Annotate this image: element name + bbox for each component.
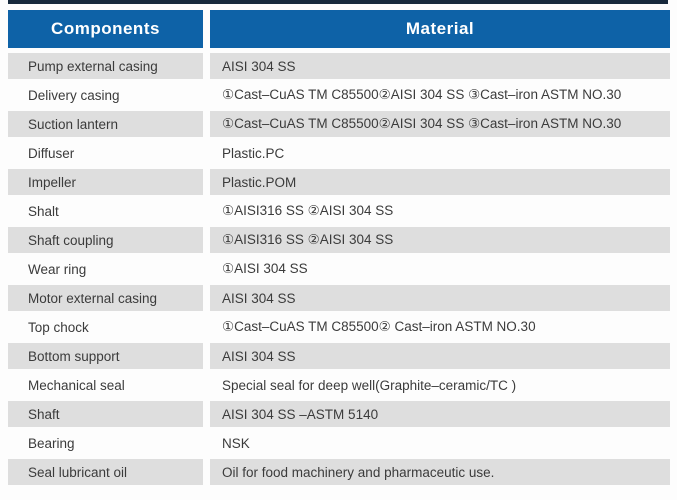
table-row: Pump external casing AISI 304 SS	[8, 53, 670, 79]
table-row: Shaft coupling ①AISI316 SS ②AISI 304 SS	[8, 227, 670, 253]
material-cell: AISI 304 SS	[210, 53, 670, 79]
component-cell: Bottom support	[8, 343, 203, 369]
material-cell: NSK	[210, 430, 670, 456]
table-row: Diffuser Plastic.PC	[8, 140, 670, 166]
material-cell: ①AISI 304 SS	[210, 256, 670, 282]
component-cell: Seal lubricant oil	[8, 459, 203, 485]
table-row: Shalt ①AISI316 SS ②AISI 304 SS	[8, 198, 670, 224]
table-row: Top chock ①Cast–CuAS TM C85500② Cast–iron…	[8, 314, 670, 340]
material-cell: Oil for food machinery and pharmaceutic …	[210, 459, 670, 485]
table-row: Shaft AISI 304 SS –ASTM 5140	[8, 401, 670, 427]
material-cell: ①Cast–CuAS TM C85500② Cast–iron ASTM NO.…	[210, 314, 670, 340]
component-cell: Impeller	[8, 169, 203, 195]
component-cell: Diffuser	[8, 140, 203, 166]
material-cell: Special seal for deep well(Graphite–cera…	[210, 372, 670, 398]
table-row: Bottom support AISI 304 SS	[8, 343, 670, 369]
component-cell: Top chock	[8, 314, 203, 340]
component-cell: Bearing	[8, 430, 203, 456]
material-cell: ①AISI316 SS ②AISI 304 SS	[210, 227, 670, 253]
component-cell: Mechanical seal	[8, 372, 203, 398]
table-row: Impeller Plastic.POM	[8, 169, 670, 195]
components-material-table: Components Material Pump external casing…	[8, 10, 670, 488]
header-material: Material	[210, 10, 670, 48]
table-row: Seal lubricant oil Oil for food machinery…	[8, 459, 670, 485]
material-cell: Plastic.PC	[210, 140, 670, 166]
table-row: Wear ring ①AISI 304 SS	[8, 256, 670, 282]
component-cell: Pump external casing	[8, 53, 203, 79]
table-row: Bearing NSK	[8, 430, 670, 456]
component-cell: Shaft coupling	[8, 227, 203, 253]
material-cell: ①Cast–CuAS TM C85500②AISI 304 SS ③Cast–i…	[210, 82, 670, 108]
table-row: Motor external casing AISI 304 SS	[8, 285, 670, 311]
component-cell: Shalt	[8, 198, 203, 224]
header-components: Components	[8, 10, 203, 48]
component-cell: Suction lantern	[8, 111, 203, 137]
material-cell: Plastic.POM	[210, 169, 670, 195]
material-cell: ①Cast–CuAS TM C85500②AISI 304 SS ③Cast–i…	[210, 111, 670, 137]
table-header-row: Components Material	[8, 10, 670, 48]
component-cell: Shaft	[8, 401, 203, 427]
top-border-line	[8, 0, 668, 4]
component-cell: Motor external casing	[8, 285, 203, 311]
material-cell: AISI 304 SS	[210, 343, 670, 369]
component-cell: Wear ring	[8, 256, 203, 282]
table-row: Suction lantern ①Cast–CuAS TM C85500②AISI…	[8, 111, 670, 137]
material-cell: AISI 304 SS	[210, 285, 670, 311]
table-row: Mechanical seal Special seal for deep wel…	[8, 372, 670, 398]
table-row: Delivery casing ①Cast–CuAS TM C85500②AISI…	[8, 82, 670, 108]
material-cell: ①AISI316 SS ②AISI 304 SS	[210, 198, 670, 224]
material-cell: AISI 304 SS –ASTM 5140	[210, 401, 670, 427]
component-cell: Delivery casing	[8, 82, 203, 108]
table-body: Pump external casing AISI 304 SS Delivery …	[8, 53, 670, 485]
